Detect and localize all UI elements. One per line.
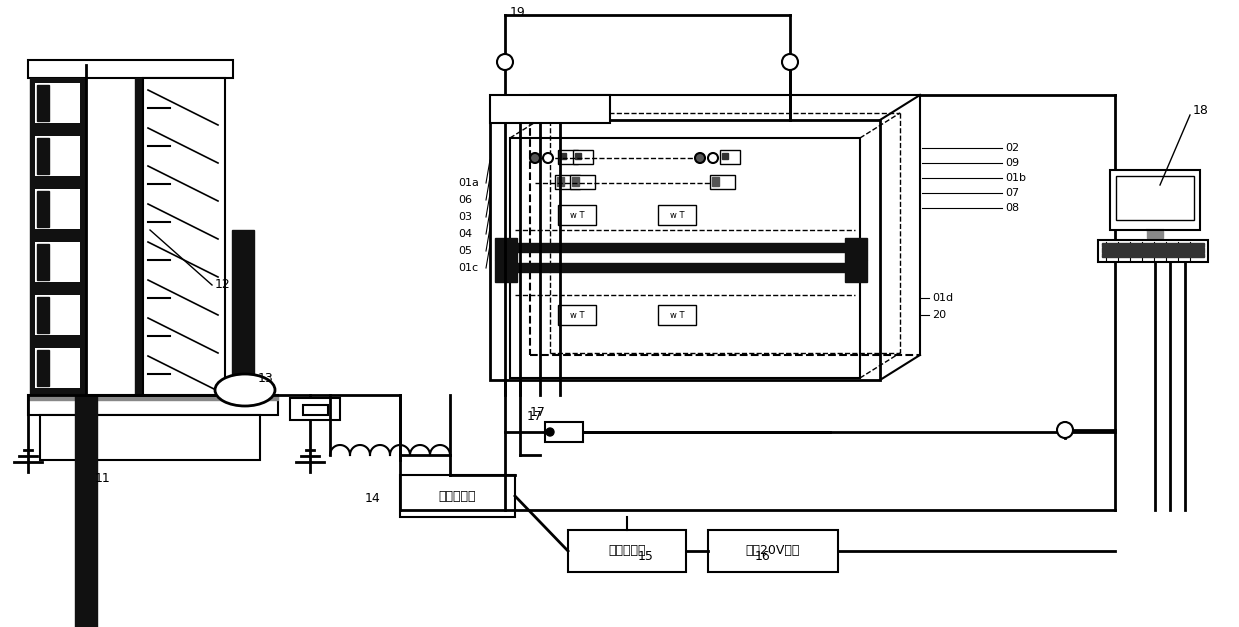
Bar: [575, 153, 581, 159]
Bar: [658, 305, 696, 325]
Text: 交流20V电源: 交流20V电源: [746, 544, 800, 557]
Bar: [510, 243, 860, 252]
Text: 14: 14: [366, 492, 380, 505]
Text: 18: 18: [1193, 103, 1209, 117]
Bar: [142, 78, 225, 396]
Bar: [35, 189, 81, 229]
Text: 07: 07: [1005, 188, 1020, 198]
Text: 湿度分析仪: 湿度分析仪: [439, 490, 476, 502]
Text: 20: 20: [932, 310, 947, 320]
Bar: [510, 263, 860, 272]
Bar: [304, 405, 328, 415]
Text: 04: 04: [458, 229, 472, 239]
Text: w T: w T: [670, 211, 684, 219]
Bar: [76, 395, 97, 627]
Bar: [1098, 240, 1208, 262]
Text: 01c: 01c: [458, 263, 478, 273]
Bar: [558, 305, 596, 325]
Bar: [545, 422, 584, 442]
Bar: [496, 260, 517, 282]
Bar: [37, 244, 50, 280]
Bar: [567, 530, 686, 572]
Bar: [489, 95, 610, 123]
Text: 06: 06: [458, 195, 472, 205]
Bar: [37, 350, 50, 386]
Circle shape: [695, 153, 705, 163]
Bar: [658, 205, 696, 225]
Bar: [1110, 170, 1201, 230]
Circle shape: [543, 153, 553, 163]
Text: 02: 02: [1005, 143, 1020, 153]
Bar: [558, 177, 564, 186]
Bar: [572, 177, 579, 186]
Bar: [232, 230, 254, 395]
Bar: [35, 136, 81, 176]
Text: 05: 05: [458, 246, 472, 256]
Bar: [558, 205, 596, 225]
Bar: [720, 150, 740, 164]
Text: 数字控制器: 数字控制器: [608, 544, 646, 557]
Bar: [710, 175, 735, 189]
Bar: [30, 78, 85, 396]
Text: 19: 19: [510, 6, 525, 19]
Text: 17: 17: [530, 406, 546, 419]
Text: 12: 12: [216, 278, 230, 292]
Text: 17: 17: [527, 411, 543, 423]
Bar: [1101, 253, 1204, 257]
Text: 01b: 01b: [1005, 173, 1026, 183]
Text: 03: 03: [458, 212, 472, 222]
Circle shape: [1057, 422, 1073, 438]
Bar: [572, 150, 593, 164]
Bar: [555, 175, 580, 189]
Bar: [40, 415, 260, 460]
Bar: [35, 242, 81, 282]
Bar: [1101, 243, 1204, 247]
Bar: [35, 295, 81, 335]
Bar: [28, 395, 278, 400]
Text: 01d: 01d: [932, 293, 953, 303]
Bar: [1101, 248, 1204, 252]
Bar: [400, 475, 515, 517]
Circle shape: [497, 54, 513, 70]
Bar: [558, 150, 579, 164]
Text: w T: w T: [570, 310, 585, 320]
Text: w T: w T: [670, 310, 684, 320]
Bar: [845, 238, 867, 260]
Bar: [707, 530, 838, 572]
Bar: [37, 191, 50, 227]
Text: 16: 16: [755, 549, 771, 562]
Bar: [35, 83, 81, 123]
Bar: [489, 120, 880, 380]
Bar: [496, 238, 517, 260]
Text: 09: 09: [1005, 158, 1020, 168]
Bar: [1147, 230, 1163, 238]
Text: 01a: 01a: [458, 178, 479, 188]
Text: 13: 13: [258, 372, 274, 384]
Circle shape: [530, 153, 540, 163]
Text: 08: 08: [1005, 203, 1020, 213]
Bar: [570, 175, 595, 189]
Bar: [722, 153, 729, 159]
Text: 15: 15: [638, 549, 654, 562]
Bar: [135, 78, 142, 396]
Text: w T: w T: [570, 211, 585, 219]
Circle shape: [546, 428, 554, 436]
Bar: [35, 348, 81, 388]
Bar: [28, 395, 278, 415]
Bar: [1116, 176, 1194, 220]
Bar: [37, 138, 50, 174]
Bar: [37, 85, 50, 121]
Bar: [37, 297, 50, 333]
Bar: [290, 398, 339, 420]
Bar: [845, 260, 867, 282]
Bar: [510, 138, 860, 378]
Circle shape: [707, 153, 717, 163]
Text: 11: 11: [95, 472, 110, 485]
Bar: [28, 60, 233, 78]
Bar: [560, 153, 566, 159]
Circle shape: [782, 54, 798, 70]
Ellipse shape: [216, 374, 275, 406]
Bar: [712, 177, 719, 186]
